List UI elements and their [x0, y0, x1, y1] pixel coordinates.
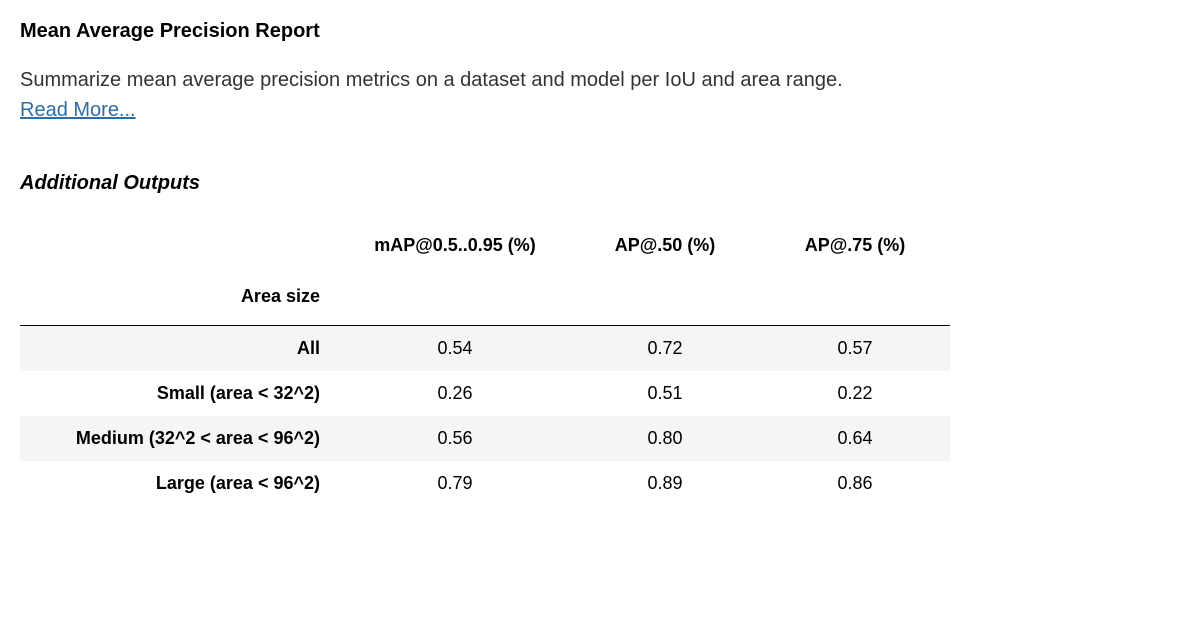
table-cell: 0.22 — [760, 371, 950, 416]
table-cell: 0.64 — [760, 416, 950, 461]
row-header: All — [20, 326, 340, 372]
table-cell: 0.72 — [570, 326, 760, 372]
table-column-header-row: mAP@0.5..0.95 (%) AP@.50 (%) AP@.75 (%) — [20, 223, 950, 268]
table-cell: 0.80 — [570, 416, 760, 461]
table-row: All 0.54 0.72 0.57 — [20, 326, 950, 372]
table-cell: 0.57 — [760, 326, 950, 372]
table-row: Large (area < 96^2) 0.79 0.89 0.86 — [20, 461, 950, 506]
row-header: Medium (32^2 < area < 96^2) — [20, 416, 340, 461]
column-header: AP@.50 (%) — [570, 223, 760, 268]
column-header: mAP@0.5..0.95 (%) — [340, 223, 570, 268]
report-title: Mean Average Precision Report — [20, 20, 1166, 43]
table-cell: 0.54 — [340, 326, 570, 372]
table-index-header-row: Area size — [20, 268, 950, 326]
column-header: AP@.75 (%) — [760, 223, 950, 268]
table-row: Small (area < 32^2) 0.26 0.51 0.22 — [20, 371, 950, 416]
table-cell: 0.79 — [340, 461, 570, 506]
table-cell: 0.86 — [760, 461, 950, 506]
table-cell: 0.26 — [340, 371, 570, 416]
row-header: Large (area < 96^2) — [20, 461, 340, 506]
read-more-link[interactable]: Read More... — [20, 99, 136, 122]
section-heading-additional-outputs: Additional Outputs — [20, 172, 1166, 195]
table-cell: 0.56 — [340, 416, 570, 461]
table-cell: 0.89 — [570, 461, 760, 506]
metrics-table: mAP@0.5..0.95 (%) AP@.50 (%) AP@.75 (%) … — [20, 223, 950, 506]
report-description: Summarize mean average precision metrics… — [20, 65, 1166, 95]
row-header: Small (area < 32^2) — [20, 371, 340, 416]
table-row: Medium (32^2 < area < 96^2) 0.56 0.80 0.… — [20, 416, 950, 461]
table-cell: 0.51 — [570, 371, 760, 416]
index-header-area-size: Area size — [20, 268, 340, 326]
